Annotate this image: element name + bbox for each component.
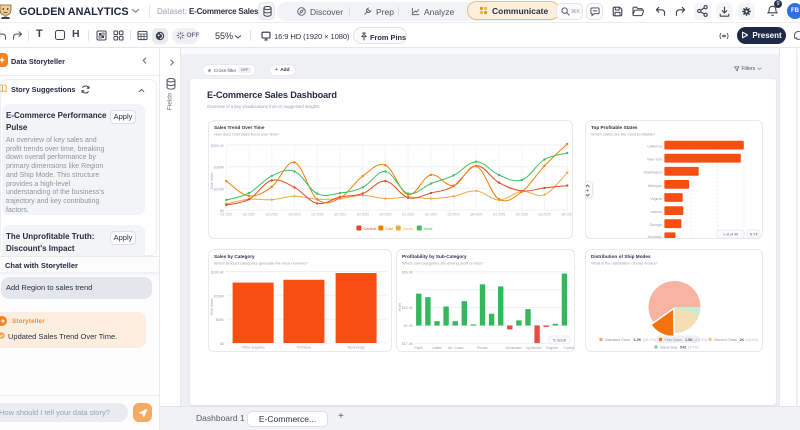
svg-text:Same Day: Same Day <box>660 346 677 350</box>
svg-text:Which sub-categories are drivi: Which sub-categories are driving profit … <box>402 261 484 266</box>
svg-text:Kentucky: Kentucky <box>648 235 663 238</box>
svg-text:⇅ Fit: ⇅ Fit <box>749 233 757 237</box>
svg-text:Top Profitable States: Top Profitable States <box>591 125 638 130</box>
svg-text:Copiers: Copiers <box>564 346 574 350</box>
svg-text:Q3 2024: Q3 2024 <box>447 213 459 217</box>
svg-text:Labels: Labels <box>432 346 442 350</box>
svg-text:Supplies: Supplies <box>546 346 559 350</box>
svg-text:⇅ Scroll: ⇅ Scroll <box>553 339 566 343</box>
svg-text:(5.4%): (5.4%) <box>688 346 699 350</box>
svg-text:South: South <box>403 227 413 231</box>
svg-text:Q1 2025: Q1 2025 <box>493 213 505 217</box>
svg-text:Michigan: Michigan <box>648 184 662 188</box>
svg-text:-$17.4K: -$17.4K <box>401 342 414 346</box>
svg-text:Q1 2024: Q1 2024 <box>402 213 414 217</box>
svg-text:Washington: Washington <box>644 171 662 175</box>
svg-text:Chairs: Chairs <box>454 346 464 350</box>
svg-text:Which product categories gener: Which product categories generate the mo… <box>214 261 308 266</box>
svg-text:Appliances: Appliances <box>526 346 542 350</box>
svg-text:Q4 2025: Q4 2025 <box>561 213 572 217</box>
svg-text:Q1 2022: Q1 2022 <box>220 213 232 217</box>
svg-text:$0: $0 <box>220 209 224 213</box>
svg-text:$56.3K: $56.3K <box>402 270 414 274</box>
svg-text:Which states are the most prof: Which states are the most profitable? <box>591 132 656 137</box>
svg-text:California: California <box>647 145 662 149</box>
svg-text:$300.4K: $300.4K <box>211 144 225 148</box>
svg-text:Total Sales: Total Sales <box>210 298 214 315</box>
svg-text:2K: 2K <box>740 338 745 342</box>
svg-text:Distribution of Ship Modes: Distribution of Ship Modes <box>591 254 651 259</box>
svg-text:Office Supplies: Office Supplies <box>241 346 265 350</box>
svg-text:6.0K: 6.0K <box>634 338 642 342</box>
svg-text:Profit: Profit <box>398 303 402 311</box>
svg-text:Sales by Category: Sales by Category <box>214 254 255 259</box>
svg-text:Standard Class: Standard Class <box>605 338 630 342</box>
svg-text:(59.7%): (59.7%) <box>643 338 656 342</box>
svg-text:$22.3K: $22.3K <box>402 306 414 310</box>
svg-text:$200K: $200K <box>214 166 225 170</box>
svg-text:(19.4%): (19.4%) <box>746 338 759 342</box>
svg-text:Sales Trend Over Time: Sales Trend Over Time <box>214 125 265 130</box>
svg-text:$2.3K: $2.3K <box>404 324 414 328</box>
svg-text:Virginia: Virginia <box>650 197 662 201</box>
svg-text:Bookcases: Bookcases <box>506 346 522 350</box>
svg-text:Q3 2023: Q3 2023 <box>357 213 369 217</box>
svg-text:Total Sales: Total Sales <box>210 172 214 189</box>
svg-text:Phones: Phones <box>477 346 488 350</box>
svg-text:Q3 2025: Q3 2025 <box>538 213 550 217</box>
svg-text:Q4 2024: Q4 2024 <box>470 213 482 217</box>
svg-text:Q2 2024: Q2 2024 <box>425 213 437 217</box>
svg-text:$150K: $150K <box>214 294 225 298</box>
svg-text:Technology: Technology <box>347 346 365 350</box>
svg-text:1.5K: 1.5K <box>685 338 693 342</box>
svg-text:Georgia: Georgia <box>650 223 663 227</box>
svg-text:$100K: $100K <box>214 187 225 191</box>
svg-text:$0: $0 <box>220 342 224 346</box>
svg-text:West: West <box>424 227 434 231</box>
svg-text:East: East <box>385 227 394 231</box>
svg-text:1–8 of 49: 1–8 of 49 <box>723 233 738 237</box>
svg-text:$50K: $50K <box>216 318 225 322</box>
svg-text:$200.4K: $200.4K <box>211 271 225 275</box>
svg-text:Q3 2022: Q3 2022 <box>266 213 278 217</box>
svg-text:Central: Central <box>364 227 376 231</box>
svg-text:Profitability by Sub-Category: Profitability by Sub-Category <box>402 254 467 259</box>
svg-text:First Class: First Class <box>665 338 683 342</box>
svg-text:Furniture: Furniture <box>297 346 311 350</box>
svg-text:Q2 2025: Q2 2025 <box>516 213 528 217</box>
svg-text:Art: Art <box>448 346 452 350</box>
svg-text:Q1 2023: Q1 2023 <box>311 213 323 217</box>
svg-text:543: 543 <box>680 346 686 350</box>
svg-text:Paper: Paper <box>415 346 424 350</box>
svg-text:How does total sales trend ove: How does total sales trend over time? <box>214 132 280 137</box>
svg-text:Q2 2023: Q2 2023 <box>334 213 346 217</box>
svg-text:Indiana: Indiana <box>651 210 663 214</box>
svg-text:What is the distribution of sh: What is the distribution of ship modes? <box>591 261 659 266</box>
svg-text:New York: New York <box>647 158 662 162</box>
svg-text:Q4 2023: Q4 2023 <box>379 213 391 217</box>
svg-text:(15.3%): (15.3%) <box>695 338 708 342</box>
svg-text:Q4 2022: Q4 2022 <box>288 213 300 217</box>
svg-text:Second Class: Second Class <box>714 338 737 342</box>
svg-text:Q2 2022: Q2 2022 <box>243 213 255 217</box>
